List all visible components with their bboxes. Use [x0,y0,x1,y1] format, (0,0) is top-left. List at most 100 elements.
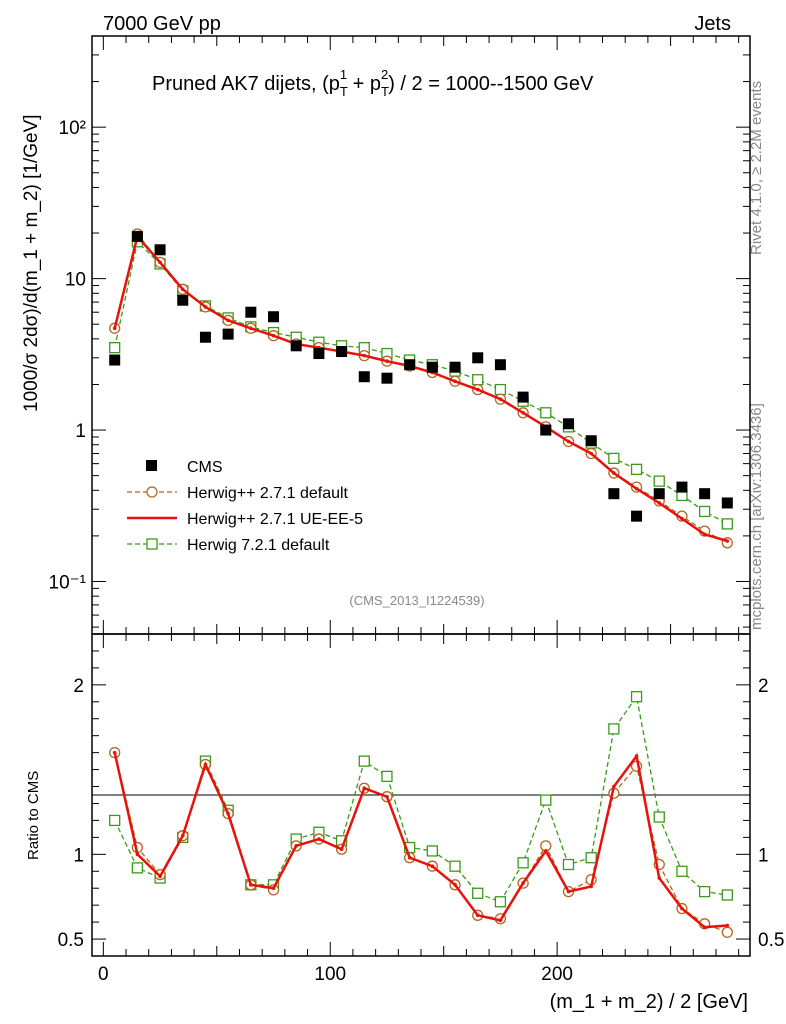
main-series-cms [109,230,733,522]
title-sub1: T [340,84,348,99]
main-cms-point [517,391,529,403]
main-solid-point [112,326,117,331]
main-cms-point [426,361,438,373]
x-tick-label: 100 [314,964,346,985]
main-cms-point [631,510,643,522]
main-cms-point [540,424,552,436]
main-solid-point [362,353,367,358]
ratio-solid-point [180,833,185,838]
ratio-square-point [562,858,575,871]
legend-item: Herwig++ 2.7.1 default [127,485,349,502]
ratio-square-point [698,885,711,898]
ratio-square-point [109,814,121,827]
ratio-solid-point [135,852,140,857]
ratio-solid-point [294,844,299,848]
main-solid-point [680,516,684,521]
ratio-square-point [449,860,461,872]
main-square-point [472,374,484,386]
main-cms-point [585,435,597,447]
ratio-square-point [653,811,665,823]
ratio-solid-point [680,906,684,911]
main-solid-point [634,486,639,491]
legend-label: CMS [187,459,223,476]
main-solid-point [589,451,593,456]
main-square-point [109,342,121,354]
legend-item: Herwig 7.2.1 default [127,537,330,554]
main-cms-point [268,311,280,323]
ratio-series-group [109,691,733,938]
ratio-square-point [630,691,643,703]
main-y-tick-label: 10² [59,118,86,139]
x-axis-title: (m_1 + m_2) / 2 [GeV] [550,991,748,1013]
main-solid-point [475,387,480,392]
main-solid-point [612,471,616,475]
main-line [113,233,728,543]
ratio-solid-point [317,837,321,841]
main-cms-point [245,306,257,318]
side-rivet-label: Rivet 4.1.0, ≥ 2.2M events [748,81,765,255]
main-square-point [698,505,711,518]
main-cms-point [381,372,393,384]
ratio-square-point [381,770,393,783]
main-solid-point [158,260,162,265]
x-tick-label: 200 [541,964,573,985]
main-solid-point [271,333,276,338]
legend: CMS Herwig++ 2.7.1 default Herwig++ 2.7.1 … [127,459,363,554]
main-y-tick-label: 10 [65,270,86,291]
main-cms-point [109,354,121,366]
ratio-y-tick-label-right: 1 [758,845,769,866]
ratio-solid-point [589,884,593,889]
legend-cms-marker [146,460,157,471]
ratio-series-herwig-7-2-1-default [109,691,733,908]
axis-ticks [92,35,750,957]
ratio-solid-point [702,925,707,929]
main-cms-point [177,294,189,306]
main-cms-point [562,418,574,430]
main-square-point [494,383,507,396]
main-square-point [540,407,552,419]
main-solid-point [226,318,230,323]
title-mid: + p [347,73,381,95]
ratio-solid-point [362,786,367,791]
ratio-solid-point [339,847,344,852]
side-mcplots-label: mcplots.cern.ch [arXiv:1306.3436] [748,403,765,630]
ratio-square-point [494,896,507,908]
ratio-solid-point [430,864,435,868]
ratio-solid-point [521,881,525,885]
title-sup1: 1 [340,67,347,82]
main-y-tick-label: 1 [75,421,86,442]
ratio-solid-point [453,883,457,887]
ratio-solid-point [226,811,230,816]
ratio-solid-point [612,784,616,789]
main-solid-point [702,532,707,537]
ratio-y-tick-label-right: 0.5 [758,930,784,951]
main-cms-point [222,328,234,340]
main-cms-point [154,244,166,256]
ratio-solid-point [203,762,208,767]
main-line [114,240,728,525]
main-y-axis-title: 1000/σ 2dσ)/d(m_1 + m_2) [1/GeV] [21,114,42,412]
legend-label: Herwig++ 2.7.1 UE-EE-5 [187,511,363,528]
main-cms-point [404,359,416,371]
axis-tick-labels: 10⁻¹ 1 10 10² 0.5 0.5 1 1 2 2 0 100 200 [49,118,785,985]
title-sub2: T [381,84,389,99]
ratio-square-point [131,862,144,874]
title-sup2: 2 [381,67,388,82]
main-cms-point [472,352,484,364]
ratio-solid-point [657,876,662,880]
ratio-y-tick-label: 1 [73,845,84,866]
legend-item: CMS [146,459,223,476]
ratio-y-axis-title: Ratio to CMS [25,771,42,860]
main-cms-point [721,497,733,509]
ratio-y-tick-label: 0.5 [58,930,84,951]
ratio-square-point [608,723,620,735]
main-solid-point [249,326,253,331]
ratio-solid-point [725,923,730,928]
legend-label: Herwig 7.2.1 default [187,537,330,554]
main-cms-point [699,488,711,500]
ratio-solid-point [543,849,548,853]
ratio-solid-point [385,794,389,799]
main-cms-point [449,361,461,373]
ratio-square-point [517,857,529,869]
ratio-square-point [676,865,688,877]
